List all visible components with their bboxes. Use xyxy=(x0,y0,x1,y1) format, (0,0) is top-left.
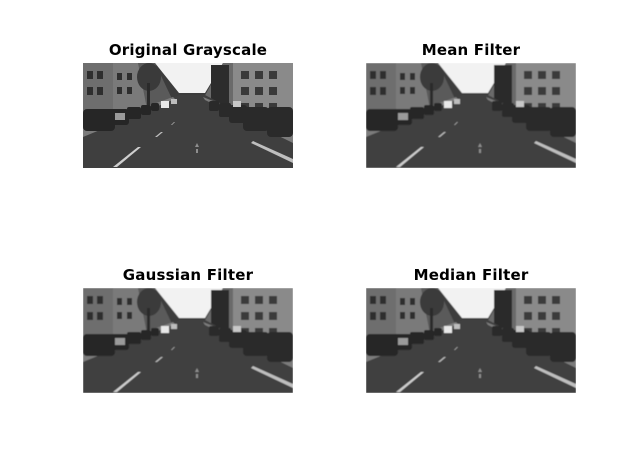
panel-title: Median Filter xyxy=(413,266,529,284)
street-image xyxy=(366,288,576,393)
street-image xyxy=(83,288,293,393)
panel-title: Mean Filter xyxy=(421,41,521,59)
street-image xyxy=(366,63,576,168)
street-image xyxy=(83,63,293,168)
panel-title: Original Grayscale xyxy=(108,41,268,59)
panel-title: Gaussian Filter xyxy=(122,266,254,284)
